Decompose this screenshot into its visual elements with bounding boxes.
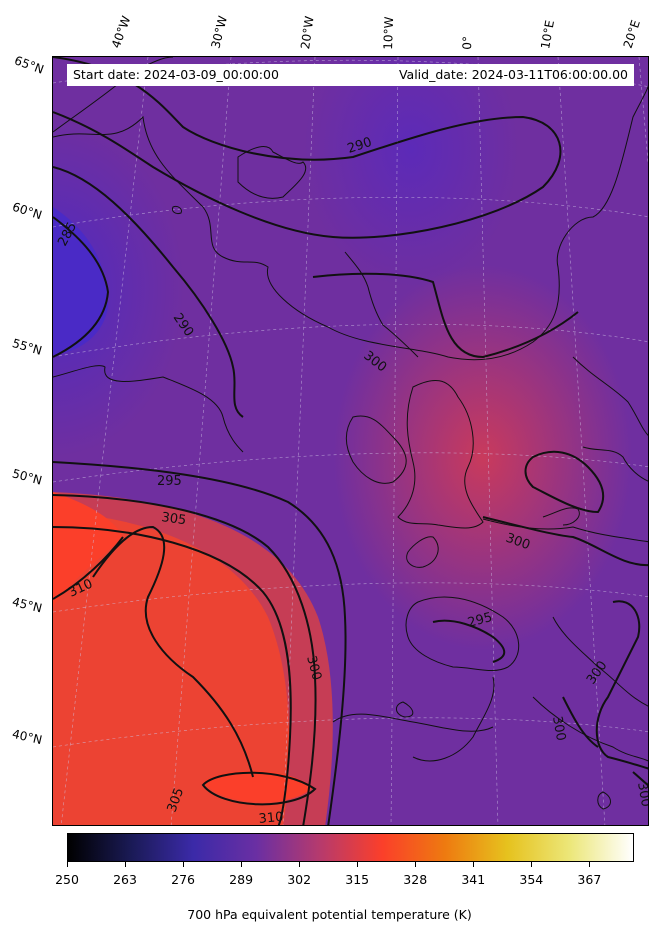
colorbar-tick-label: 328 xyxy=(403,872,428,887)
colorbar-tick-label: 289 xyxy=(229,872,254,887)
lat-label-65n: 65°N xyxy=(12,53,46,77)
colorbar-tick-mark xyxy=(67,862,68,867)
colorbar-tick-label: 276 xyxy=(171,872,196,887)
colorbar-tick-label: 354 xyxy=(519,872,544,887)
colorbar-label: 700 hPa equivalent potential temperature… xyxy=(187,907,472,922)
colorbar-tick-mark xyxy=(183,862,185,867)
colorbar-tick-mark xyxy=(531,862,533,867)
colorbar-tick-label: 302 xyxy=(287,872,312,887)
lon-label-0: 0° xyxy=(460,35,475,50)
contour-label: 295 xyxy=(466,610,494,631)
map-panel: 290 285 290 300 295 305 310 300 295 300 … xyxy=(52,56,649,826)
colorbar-tick-label: 315 xyxy=(345,872,370,887)
contour-label: 310 xyxy=(258,810,284,826)
contour-label: 300 xyxy=(549,715,568,742)
date-info-box: Start date: 2024-03-09_00:00:00 Valid_da… xyxy=(67,64,634,86)
lat-label-40n: 40°N xyxy=(10,726,44,748)
lon-label-30w: 30°W xyxy=(208,14,231,50)
colorbar-tick-mark xyxy=(241,862,243,867)
contour-label: 305 xyxy=(160,510,187,528)
colorbar-tick-label: 250 xyxy=(55,872,79,887)
map-canvas: 290 285 290 300 295 305 310 300 295 300 … xyxy=(53,57,649,826)
lat-label-55n: 55°N xyxy=(10,336,44,358)
cold-core-285 xyxy=(53,207,108,355)
lon-label-20w: 20°W xyxy=(298,15,317,50)
contours xyxy=(53,57,648,825)
colorbar-tick-mark xyxy=(415,862,417,867)
colorbar-tick-mark xyxy=(357,862,359,867)
lon-label-10e: 10°E xyxy=(538,19,558,50)
lon-label-10w: 10°W xyxy=(381,16,397,51)
lat-label-50n: 50°N xyxy=(10,466,44,488)
colorbar-tick-mark xyxy=(299,862,301,867)
warm-core-310-west xyxy=(53,492,123,607)
start-date-text: Start date: 2024-03-09_00:00:00 xyxy=(73,67,279,82)
warm-core-southwest xyxy=(53,512,290,825)
colorbar-tick-label: 263 xyxy=(113,872,137,887)
colorbar-tick-mark xyxy=(473,862,475,867)
colorbar-tick-mark xyxy=(589,862,591,867)
lon-label-20e: 20°E xyxy=(620,18,643,50)
contour-label: 300 xyxy=(634,781,649,808)
colorbar-tick-label: 341 xyxy=(461,872,486,887)
contour-label: 300 xyxy=(303,654,324,682)
valid-date-text: Valid_date: 2024-03-11T06:00:00.00 xyxy=(398,67,628,82)
graticule xyxy=(53,57,648,825)
lat-label-45n: 45°N xyxy=(10,594,44,616)
colorbar xyxy=(67,833,634,862)
lat-label-60n: 60°N xyxy=(10,199,44,223)
colorbar-tick-label: 367 xyxy=(577,872,602,887)
contour-label: 295 xyxy=(157,474,182,489)
contour-label: 290 xyxy=(346,135,374,157)
lon-label-40w: 40°W xyxy=(108,14,134,50)
colorbar-tick-mark xyxy=(125,862,127,867)
